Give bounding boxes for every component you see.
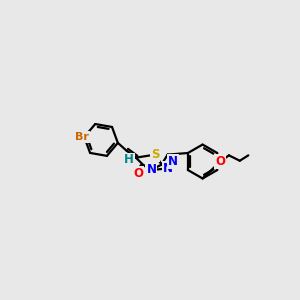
Text: O: O: [215, 155, 225, 168]
Text: H: H: [124, 154, 134, 166]
Text: N: N: [163, 162, 173, 175]
Text: O: O: [133, 167, 143, 180]
Text: N: N: [146, 164, 156, 176]
Text: Br: Br: [75, 132, 89, 142]
Text: S: S: [151, 148, 160, 161]
Text: N: N: [168, 155, 178, 168]
